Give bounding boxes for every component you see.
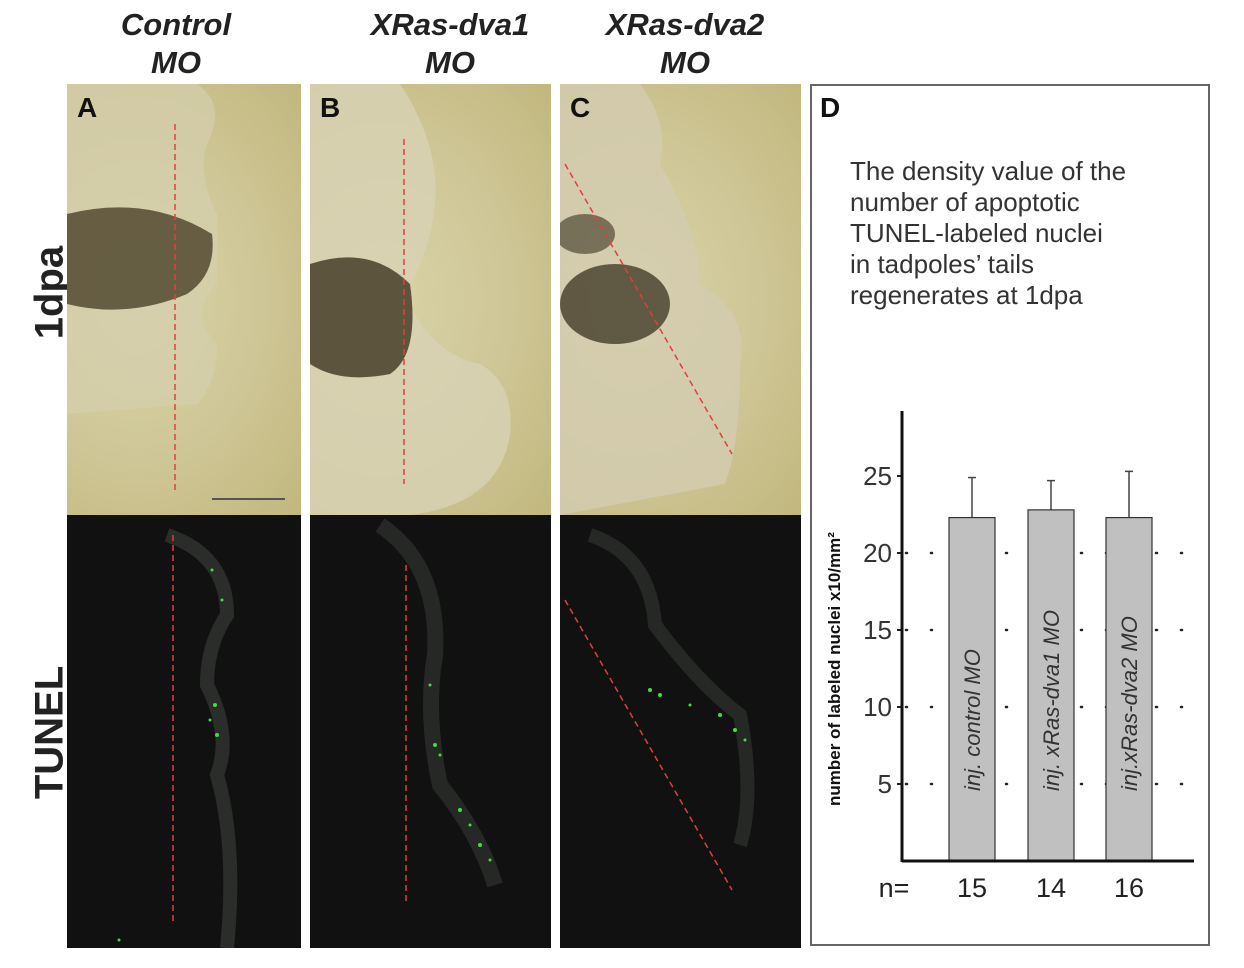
title-line: XRas-dva1 bbox=[370, 7, 530, 42]
y-tick-label: 20 bbox=[863, 538, 892, 568]
panel-d-chart-box: D The density value of the number of apo… bbox=[810, 84, 1210, 946]
description-line: TUNEL-labeled nuclei bbox=[850, 218, 1103, 248]
y-tick-label: 25 bbox=[863, 461, 892, 491]
n-value: 16 bbox=[1114, 873, 1144, 903]
row-label-tunel: TUNEL bbox=[27, 665, 72, 800]
panel-label-d: D bbox=[820, 92, 841, 123]
description-line: in tadpoles’ tails bbox=[850, 249, 1035, 279]
micrograph-a-tunel bbox=[67, 515, 301, 948]
title-line: XRas-dva2 bbox=[605, 7, 765, 42]
bar bbox=[1105, 516, 1153, 862]
column-title-dva1: XRas-dva1 MO bbox=[330, 6, 570, 82]
title-line: MO bbox=[151, 45, 201, 80]
column-title-control: Control MO bbox=[56, 6, 296, 82]
bar bbox=[1027, 509, 1075, 862]
title-line: MO bbox=[660, 45, 710, 80]
micrograph-c-tunel bbox=[560, 515, 801, 948]
title-line: MO bbox=[425, 45, 475, 80]
y-tick-label: 5 bbox=[878, 769, 892, 799]
y-axis-label: number of labeled nuclei x10/mm² bbox=[825, 532, 844, 806]
bar-chart: 5 10 15 20 25 inj. control MO 15 inj. xRas-dva1… bbox=[825, 411, 1199, 903]
bar-label: inj.xRas-dva2 MO bbox=[1117, 616, 1142, 791]
row-label-1dpa: 1dpa bbox=[27, 245, 72, 340]
y-tick-label: 15 bbox=[863, 615, 892, 645]
title-line: Control bbox=[120, 7, 232, 42]
n-value: 15 bbox=[957, 873, 987, 903]
y-tick-label: 10 bbox=[863, 692, 892, 722]
panel-label-b: B bbox=[320, 92, 341, 123]
bar-label: inj. xRas-dva1 MO bbox=[1039, 610, 1064, 791]
bar-label: inj. control MO bbox=[960, 649, 985, 791]
column-title-dva2: XRas-dva2 MO bbox=[565, 6, 805, 82]
n-prefix: n= bbox=[879, 873, 910, 903]
panel-d-description: The density value of the number of apopt… bbox=[850, 156, 1200, 311]
n-value: 14 bbox=[1036, 873, 1066, 903]
panel-label-c: C bbox=[570, 92, 591, 123]
description-line: The density value of the bbox=[850, 156, 1127, 186]
micrograph-b-brightfield: B bbox=[310, 84, 551, 515]
description-line: regenerates at 1dpa bbox=[850, 280, 1083, 310]
micrograph-b-tunel bbox=[310, 515, 551, 948]
micrograph-c-brightfield: C bbox=[560, 84, 801, 515]
panel-label-a: A bbox=[77, 92, 98, 123]
description-line: number of apoptotic bbox=[850, 187, 1080, 217]
micrograph-a-brightfield: A bbox=[67, 84, 301, 515]
